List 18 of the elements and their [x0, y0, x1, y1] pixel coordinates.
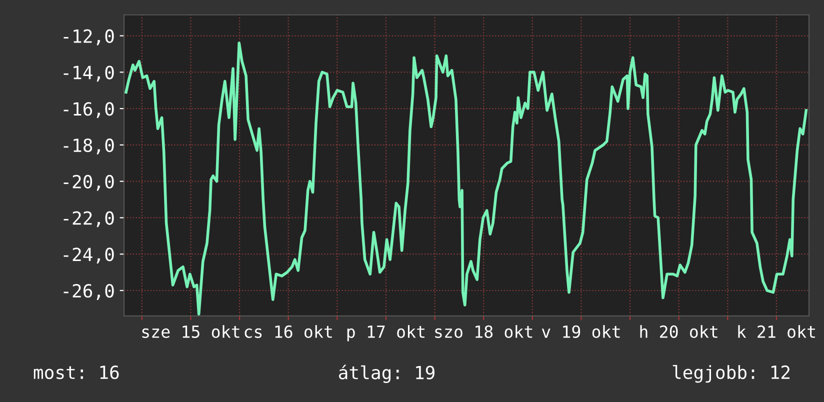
x-tick-label: v 19 okt — [542, 325, 620, 338]
x-tick-label: h 20 okt — [640, 325, 718, 338]
y-tick-label: -12,0 — [64, 29, 114, 46]
y-tick-label: -24,0 — [64, 248, 114, 264]
y-tick-label: -26,0 — [64, 284, 114, 300]
text: most: 16 — [34, 365, 119, 380]
x-tick-label: szo 18 okt — [435, 325, 532, 338]
y-tick-label: -16,0 — [64, 102, 114, 118]
text: legjobb: 12 — [672, 365, 790, 383]
y-tick-label: -22,0 — [64, 211, 114, 228]
y-tick-label: -18,0 — [64, 138, 114, 154]
x-tick-label: cs 16 okt — [244, 325, 332, 338]
y-tick-label: -20,0 — [64, 174, 114, 191]
y-tick-label: -14,0 — [64, 66, 114, 82]
text: átlag: 19 — [339, 364, 434, 384]
x-tick-label: sze 15 okt — [142, 325, 240, 338]
x-tick-label: p 17 okt — [347, 325, 424, 342]
x-tick-label: k 21 okt — [738, 325, 815, 338]
